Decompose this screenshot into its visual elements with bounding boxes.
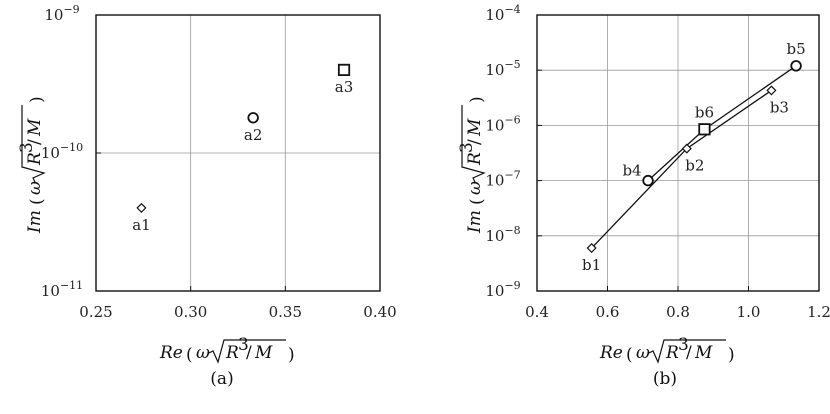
x-tick-label: 0.8 xyxy=(666,303,690,321)
panel-caption: (b) xyxy=(653,369,677,389)
svg-text:(: ( xyxy=(27,198,47,205)
svg-text:(: ( xyxy=(186,345,193,365)
point-label-b1: b1 xyxy=(582,256,601,274)
y-tick-label: 10−7 xyxy=(485,169,520,190)
x-tick-label: 0.6 xyxy=(596,303,620,321)
svg-text:Im: Im xyxy=(465,210,485,234)
y-tick-label: 10−9 xyxy=(44,3,79,24)
point-label-b2: b2 xyxy=(685,157,704,175)
x-tick-label: 0.30 xyxy=(174,303,207,321)
svg-text:): ) xyxy=(288,345,295,365)
series-line xyxy=(591,89,772,249)
point-b4 xyxy=(642,174,654,187)
point-b5 xyxy=(790,60,802,72)
svg-text:): ) xyxy=(728,345,735,365)
point-b3 xyxy=(766,85,777,96)
svg-text:R: R xyxy=(665,343,679,363)
svg-text:ω: ω xyxy=(465,181,485,195)
svg-text:): ) xyxy=(467,96,487,103)
point-label-b6: b6 xyxy=(695,103,714,121)
x-tick-label: 1.0 xyxy=(737,303,761,321)
svg-text:Re: Re xyxy=(599,343,623,363)
panel-caption: (a) xyxy=(210,369,233,389)
y-axis-label: Im ( ω R3/ M) xyxy=(17,96,47,234)
point-label-b3: b3 xyxy=(770,98,789,116)
svg-text:M: M xyxy=(254,343,273,363)
x-tick-label: 0.25 xyxy=(79,303,112,321)
plot-frame xyxy=(95,14,381,292)
x-axis-label: Re(ω R 3/M) xyxy=(599,335,735,365)
point-label-b5: b5 xyxy=(787,40,806,58)
svg-text:3: 3 xyxy=(238,335,249,355)
point-b2 xyxy=(681,143,692,154)
svg-text:R: R xyxy=(225,343,239,363)
svg-text:M: M xyxy=(465,118,485,137)
x-tick-label: 0.4 xyxy=(525,303,549,321)
svg-text:/: / xyxy=(686,343,692,363)
svg-text:): ) xyxy=(27,96,47,103)
point-label-a3: a3 xyxy=(335,78,354,96)
svg-text:R: R xyxy=(465,152,485,166)
svg-text:ω: ω xyxy=(25,181,45,195)
y-tick-label: 10−6 xyxy=(485,113,520,134)
point-a2 xyxy=(247,112,259,124)
svg-text:3: 3 xyxy=(17,142,37,153)
point-a1 xyxy=(136,202,147,213)
svg-text:/: / xyxy=(246,343,252,363)
y-tick-label: 10−9 xyxy=(485,279,520,300)
y-tick-label: 10−4 xyxy=(485,3,520,24)
svg-text:ω: ω xyxy=(196,343,210,363)
point-label-b4: b4 xyxy=(622,162,641,180)
point-a3 xyxy=(337,63,351,77)
x-axis-label: Re(ω R 3/M) xyxy=(159,335,295,365)
svg-text:Re: Re xyxy=(159,343,183,363)
svg-text:M: M xyxy=(25,118,45,137)
svg-text:/: / xyxy=(465,139,485,145)
x-tick-label: 1.2 xyxy=(807,303,830,321)
svg-text:/: / xyxy=(25,139,45,145)
svg-text:Im: Im xyxy=(25,210,45,234)
series-line xyxy=(647,65,797,182)
svg-text:ω: ω xyxy=(636,343,650,363)
plot-frame xyxy=(536,14,820,292)
x-tick-label: 0.40 xyxy=(363,303,396,321)
svg-text:3: 3 xyxy=(457,142,477,153)
svg-text:(: ( xyxy=(626,345,633,365)
x-tick-label: 0.35 xyxy=(269,303,302,321)
point-b6 xyxy=(698,123,711,136)
point-label-a1: a1 xyxy=(132,216,151,234)
y-axis-label: Im ( ω R3/ M) xyxy=(457,96,487,234)
svg-text:(: ( xyxy=(467,198,487,205)
y-tick-label: 10−10 xyxy=(41,141,83,162)
y-tick-label: 10−5 xyxy=(485,58,520,79)
point-label-a2: a2 xyxy=(244,126,263,144)
svg-text:M: M xyxy=(694,343,713,363)
svg-text:R: R xyxy=(25,152,45,166)
svg-text:3: 3 xyxy=(678,335,689,355)
y-tick-label: 10−8 xyxy=(485,224,520,245)
panel-a: 0.25 0.30 0.35 0.4010−910−1010−11a1a2a3Im(ω… xyxy=(17,3,397,389)
point-b1 xyxy=(586,242,597,254)
panel-b: 0.4 0.6 0.8 1.0 1.2 10−4 10−5 10−6 10−7 10−8 10−9 b… xyxy=(457,3,830,389)
y-tick-label: 10−11 xyxy=(41,279,83,300)
